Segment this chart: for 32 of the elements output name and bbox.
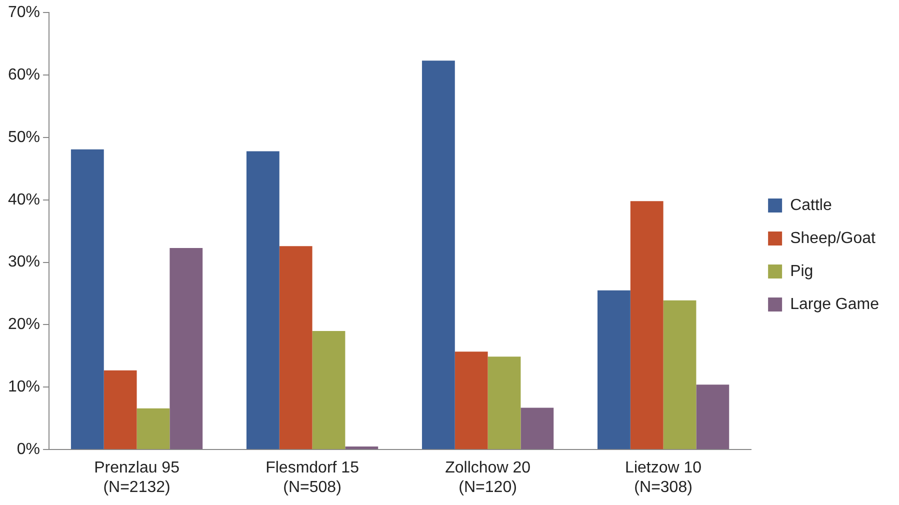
bar	[170, 248, 203, 450]
bar	[104, 370, 137, 450]
bar	[246, 151, 280, 450]
y-tick-label: 0%	[16, 441, 40, 458]
x-tick-label: Zollchow 20 (N=120)	[445, 460, 531, 496]
bar	[696, 384, 730, 450]
legend-label: Pig	[790, 262, 814, 280]
bar	[136, 408, 170, 450]
bar	[630, 201, 664, 450]
y-tick-label: 10%	[8, 378, 40, 396]
x-tick-label: Prenzlau 95 (N=2132)	[94, 460, 180, 496]
bar	[520, 408, 554, 450]
bar	[597, 290, 630, 450]
y-tick-label: 40%	[8, 191, 40, 208]
bar	[279, 246, 312, 450]
legend-label: Sheep/Goat	[790, 230, 876, 247]
bar	[663, 300, 696, 450]
y-tick-label: 50%	[8, 128, 40, 146]
y-tick-label: 20%	[8, 316, 40, 334]
bar	[345, 446, 378, 450]
bar	[454, 352, 488, 450]
x-tick-label: Lietzow 10 (N=308)	[625, 460, 702, 496]
y-tick-label: 70%	[8, 4, 40, 22]
bar	[422, 60, 455, 450]
bar	[70, 149, 104, 450]
legend-label: Large Game	[790, 296, 880, 313]
bar	[312, 330, 346, 450]
legend-label: Cattle	[790, 196, 832, 214]
x-tick-label: Flesmdorf 15 (N=508)	[266, 460, 360, 496]
bar	[488, 356, 521, 450]
y-tick-label: 60%	[8, 66, 40, 84]
y-tick-label: 30%	[8, 254, 40, 271]
